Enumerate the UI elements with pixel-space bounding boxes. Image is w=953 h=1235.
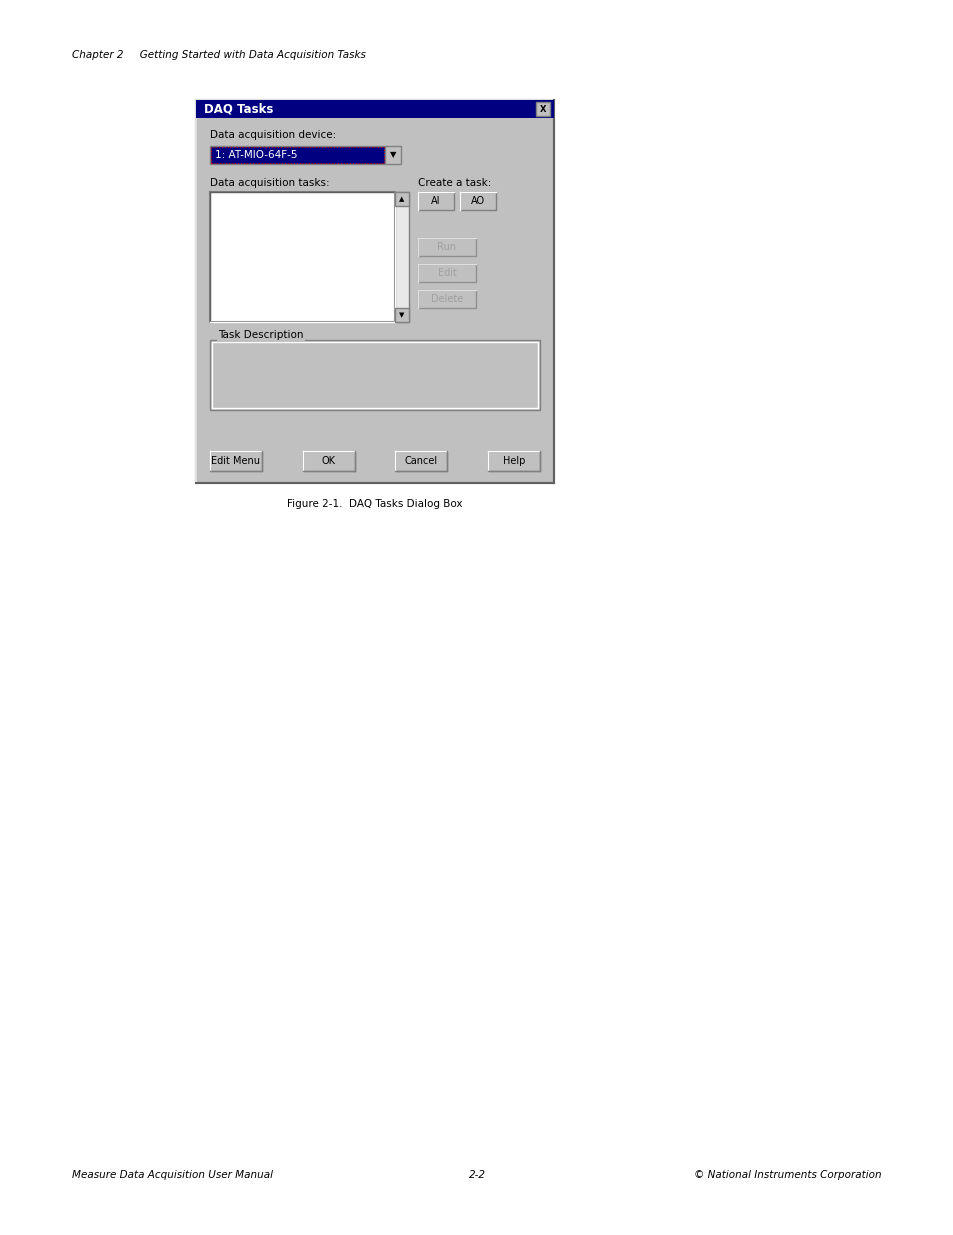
Bar [488, 451, 539, 471]
Bar [417, 290, 476, 308]
Text: AO: AO [471, 196, 484, 206]
Bar [395, 308, 409, 322]
Text: Measure Data Acquisition User Manual: Measure Data Acquisition User Manual [71, 1170, 273, 1179]
Text: Edit Menu: Edit Menu [212, 456, 260, 466]
Text: Task Description: Task Description [218, 330, 303, 340]
Text: AI: AI [431, 196, 440, 206]
Bar [395, 191, 409, 322]
Bar [417, 238, 476, 256]
Text: ▲: ▲ [399, 196, 404, 203]
Bar [210, 340, 539, 410]
Bar [212, 342, 537, 408]
Text: Edit: Edit [437, 268, 456, 278]
Bar [417, 191, 454, 210]
Text: 2-2: 2-2 [468, 1170, 485, 1179]
Bar [210, 451, 262, 471]
Text: Create a task:: Create a task: [417, 178, 491, 188]
Text: OK: OK [321, 456, 335, 466]
Text: 1: AT-MIO-64F-5: 1: AT-MIO-64F-5 [214, 149, 297, 161]
Text: Data acquisition tasks:: Data acquisition tasks: [210, 178, 330, 188]
Text: Cancel: Cancel [404, 456, 437, 466]
Bar [536, 103, 550, 116]
Bar [195, 100, 554, 483]
Text: Chapter 2     Getting Started with Data Acquisition Tasks: Chapter 2 Getting Started with Data Acqu… [71, 49, 366, 61]
Text: ▼: ▼ [399, 312, 404, 317]
Bar [210, 146, 385, 164]
Bar [302, 451, 355, 471]
Text: Figure 2-1.  DAQ Tasks Dialog Box: Figure 2-1. DAQ Tasks Dialog Box [287, 499, 462, 509]
Bar [385, 146, 400, 164]
Text: X: X [539, 105, 546, 114]
Bar [395, 451, 447, 471]
Text: Data acquisition device:: Data acquisition device: [210, 130, 335, 140]
Text: Run: Run [437, 242, 456, 252]
Bar [395, 191, 409, 206]
Text: ▼: ▼ [390, 151, 395, 159]
Bar [195, 100, 554, 119]
Bar [417, 264, 476, 282]
Text: Help: Help [502, 456, 525, 466]
Text: Delete: Delete [431, 294, 462, 304]
Bar [210, 191, 395, 322]
Bar [459, 191, 496, 210]
Text: © National Instruments Corporation: © National Instruments Corporation [694, 1170, 882, 1179]
Text: DAQ Tasks: DAQ Tasks [204, 103, 274, 116]
Bar [211, 147, 384, 163]
